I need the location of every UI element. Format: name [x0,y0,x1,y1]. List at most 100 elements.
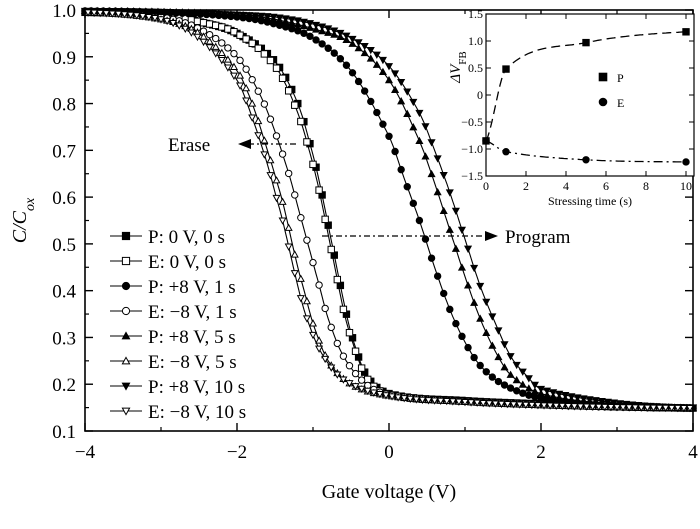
data-point [525,391,533,399]
data-point [272,176,281,184]
data-point [224,25,232,33]
data-point [351,347,360,355]
data-point [284,87,293,95]
data-point [232,11,242,19]
data-point [345,362,354,370]
data-point [506,384,515,392]
data-point [205,37,214,45]
data-point [342,32,351,40]
data-point [421,152,430,160]
data-point [327,323,335,332]
inset-legend-label: P [617,71,624,85]
series-6 [80,7,698,412]
data-point [464,343,472,352]
inset-frame [485,13,695,177]
data-point [412,396,421,404]
data-point [311,25,321,33]
legend-marker [121,382,131,391]
data-point [391,70,400,78]
data-point [187,29,196,37]
data-point [488,313,497,321]
data-point [266,56,275,65]
data-point [260,100,269,108]
data-point [521,401,530,409]
data-point [248,39,256,48]
data-point [193,17,202,26]
data-point [312,36,320,44]
series-7 [83,9,695,413]
data-point [397,165,405,174]
data-point [473,399,482,407]
legend-label: P: +8 V, 5 s [148,327,236,348]
data-point [363,387,372,396]
data-point [637,404,646,412]
data-point [451,244,460,252]
legend-marker [121,256,131,266]
data-point [229,72,239,80]
data-point [315,186,323,194]
data-point [448,398,457,406]
data-point [387,393,397,401]
data-point [239,11,248,20]
data-point [576,403,585,411]
data-point [460,398,470,407]
data-point [327,364,336,372]
data-point [342,61,351,69]
data-point [166,9,175,17]
data-point [564,403,573,411]
x-tick-label: 0 [384,442,394,463]
data-point [211,42,220,50]
data-point [284,243,293,251]
data-point [226,11,235,19]
data-point [643,404,652,412]
data-point [479,399,488,408]
data-point [606,403,615,412]
data-point [543,387,552,395]
data-point [245,12,254,20]
data-point [205,44,214,52]
inset-x-tick-label: 0 [483,179,489,193]
data-point [409,98,418,107]
legend-marker [121,306,131,316]
data-point [297,117,305,126]
data-point [278,150,287,158]
data-point [272,64,281,72]
y-tick-label: 0.9 [52,48,76,69]
legend-marker [121,231,131,241]
data-point [263,13,272,21]
data-point [318,27,327,35]
data-point [291,191,299,199]
data-point [357,385,366,393]
data-point [512,361,521,370]
data-point [433,272,442,280]
data-point [327,245,335,254]
data-point [424,397,433,405]
data-point [163,17,172,26]
data-point [135,8,144,16]
data-point [446,305,454,314]
data-point [202,10,211,18]
data-point [430,397,439,405]
y-tick-label: 0.8 [52,95,76,116]
data-point [220,11,229,19]
data-point [357,364,366,372]
data-point [530,387,539,395]
data-point [169,19,178,28]
data-point [463,245,473,253]
inset-x-tick-label: 2 [523,179,529,193]
data-point [278,217,287,225]
data-point [321,304,329,313]
data-point [218,39,226,47]
data-point [278,197,287,205]
data-point [181,25,190,33]
data-point [309,160,317,169]
data-point [339,352,348,360]
data-point [302,296,311,305]
data-point [336,55,345,63]
data-point [506,353,515,361]
data-point [500,341,509,349]
data-point [269,13,278,22]
inset-y-tick-label: −1.0 [461,142,483,156]
data-point [172,9,181,17]
